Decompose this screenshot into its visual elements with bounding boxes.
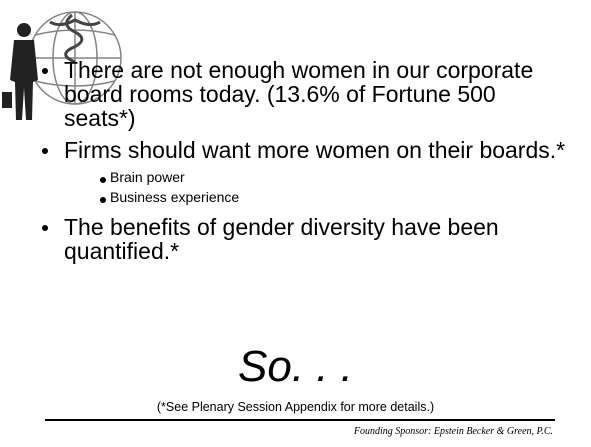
slide: There are not enough women in our corpor… [0,0,591,447]
footnote: (*See Plenary Session Appendix for more … [0,400,591,414]
rule [45,419,555,421]
bullet: The benefits of gender diversity have be… [40,215,570,263]
sub-bullet-list: Brain power Business experience [64,167,570,207]
sub-bullet: Business experience [98,187,570,207]
bullet-list: There are not enough women in our corpor… [40,58,570,271]
bullet: Firms should want more women on their bo… [40,138,570,207]
emphasis: So. . . [0,342,591,392]
bullet-text: There are not enough women in our corpor… [64,57,533,131]
bullet-text: Firms should want more women on their bo… [64,137,565,163]
bullet-text: The benefits of gender diversity have be… [64,214,499,264]
sponsor: Founding Sponsor: Epstein Becker & Green… [354,426,553,437]
sub-bullet-text: Brain power [110,169,185,185]
sub-bullet: Brain power [98,167,570,187]
bullet: There are not enough women in our corpor… [40,58,570,130]
sub-bullet-text: Business experience [110,189,239,205]
